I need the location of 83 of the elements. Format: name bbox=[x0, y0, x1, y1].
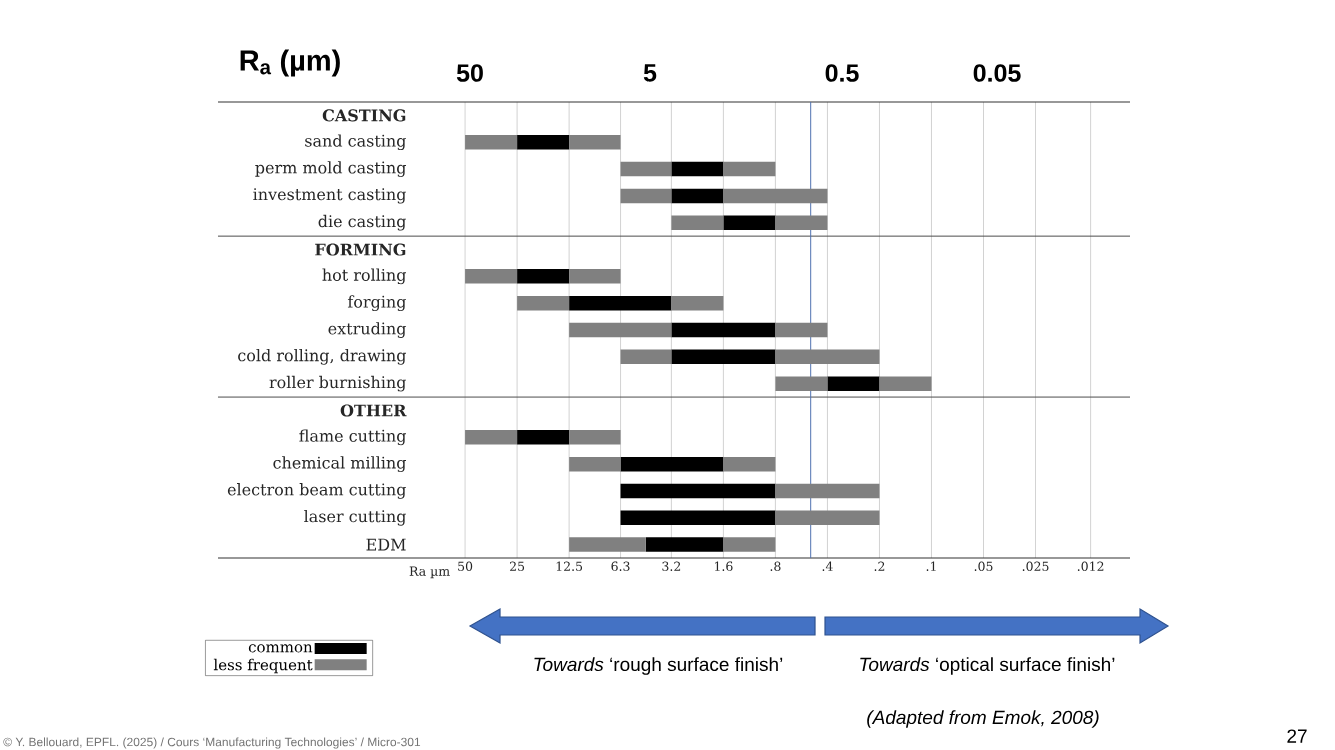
bar bbox=[569, 295, 672, 311]
bar bbox=[620, 510, 776, 526]
bar bbox=[671, 161, 724, 177]
bar bbox=[671, 295, 724, 311]
bar bbox=[723, 161, 776, 177]
text: Towards ‘rough surface finish’ bbox=[534, 657, 783, 675]
bar bbox=[569, 322, 672, 338]
x-tick-label: 3.2 bbox=[662, 561, 681, 571]
bar bbox=[569, 456, 621, 472]
bar bbox=[723, 456, 776, 472]
legend-label: less frequent bbox=[213, 658, 313, 674]
x-tick-label: 12.5 bbox=[556, 561, 583, 571]
y-tick-label: CASTING bbox=[322, 109, 406, 122]
text: 0.5 bbox=[825, 64, 859, 82]
bar bbox=[569, 135, 621, 150]
bar bbox=[775, 215, 828, 230]
bar bbox=[671, 188, 724, 204]
bar bbox=[620, 483, 776, 499]
x-tick-label: .2 bbox=[874, 561, 885, 571]
text: 0.05 bbox=[973, 64, 1021, 82]
bar bbox=[517, 269, 570, 284]
x-tick-label: .05 bbox=[974, 561, 993, 571]
y-tick-label: hot rolling bbox=[322, 268, 407, 285]
x-tick-label: 1.6 bbox=[715, 561, 733, 571]
text: © Y. Bellouard, EPFL. (2025) / Cours ‘Manufacturing Technologies’ / Micro-301 bbox=[3, 737, 421, 749]
y-tick-label: investment casting bbox=[253, 188, 407, 204]
bar bbox=[517, 430, 570, 445]
y-tick-label: extruding bbox=[328, 322, 407, 338]
bar bbox=[517, 295, 570, 311]
x-tick-label: .4 bbox=[822, 561, 833, 571]
y-tick-label: cold rolling, drawing bbox=[238, 348, 407, 365]
y-tick-label: electron beam cutting bbox=[227, 483, 407, 499]
bar bbox=[465, 135, 518, 150]
bar bbox=[569, 269, 621, 284]
y-tick-label: OTHER bbox=[340, 404, 407, 417]
bar bbox=[827, 376, 880, 391]
bar bbox=[723, 537, 776, 552]
bar bbox=[775, 510, 880, 526]
text: (Adapted from Emok, 2008) bbox=[867, 710, 1099, 728]
y-tick-label: EDM bbox=[366, 538, 406, 551]
bar bbox=[517, 135, 570, 150]
y-tick-label: die casting bbox=[318, 214, 406, 231]
bar bbox=[465, 430, 518, 445]
y-tick-label: sand casting bbox=[305, 134, 406, 151]
y-tick-label: perm mold casting bbox=[255, 161, 406, 177]
bar bbox=[879, 376, 932, 391]
text: Towards ‘optical surface finish’ bbox=[860, 657, 1115, 675]
legend-label: common bbox=[248, 644, 313, 653]
bar bbox=[620, 349, 672, 365]
bar bbox=[775, 322, 828, 338]
bar bbox=[671, 322, 776, 338]
bar bbox=[671, 215, 724, 230]
text: 50 bbox=[456, 64, 483, 82]
bar bbox=[620, 456, 724, 472]
x-tick-label: 50 bbox=[458, 561, 473, 571]
x-tick-label: .8 bbox=[770, 561, 781, 571]
bar bbox=[775, 349, 880, 365]
bar bbox=[723, 188, 828, 204]
bar bbox=[775, 376, 828, 391]
bar bbox=[569, 430, 621, 445]
bar bbox=[645, 537, 724, 552]
x-tick-label: .025 bbox=[1022, 561, 1049, 571]
bar bbox=[723, 215, 776, 230]
y-tick-label: chemical milling bbox=[273, 456, 407, 472]
y-tick-label: laser cutting bbox=[304, 509, 407, 526]
bar bbox=[569, 537, 646, 552]
y-tick-label: FORMING bbox=[315, 243, 406, 256]
x-tick-label: .012 bbox=[1077, 561, 1104, 571]
x-tick-label: .1 bbox=[926, 561, 936, 571]
text: R$_{a}$ (µm) bbox=[240, 49, 340, 77]
x-tick-label: 25 bbox=[509, 561, 525, 571]
x-tick-label: 6.3 bbox=[611, 561, 630, 571]
bar bbox=[620, 161, 672, 177]
bar bbox=[671, 349, 776, 365]
y-tick-label: forging bbox=[347, 295, 407, 312]
y-tick-label: flame cutting bbox=[299, 429, 406, 446]
text: 27 bbox=[1287, 729, 1307, 743]
x-axis-title: Ra µm bbox=[409, 566, 450, 579]
bar bbox=[465, 269, 518, 284]
y-tick-label: roller burnishing bbox=[269, 375, 407, 392]
bar bbox=[620, 188, 672, 204]
text: 5 bbox=[643, 64, 657, 82]
bar bbox=[775, 483, 880, 499]
